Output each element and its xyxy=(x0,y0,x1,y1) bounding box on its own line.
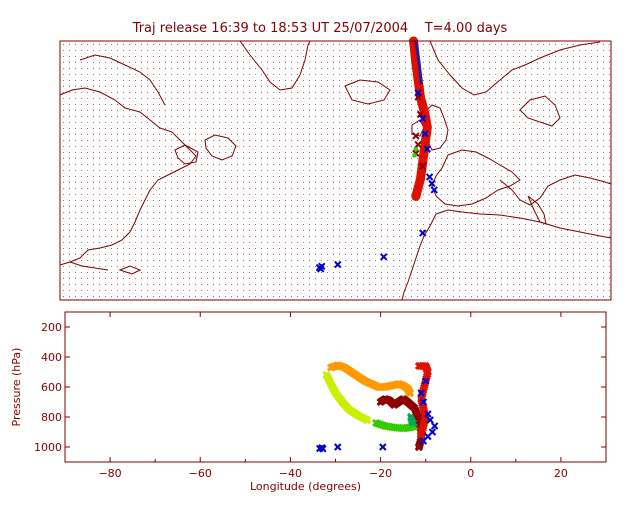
green-marker xyxy=(412,153,417,158)
dark-marker xyxy=(414,140,422,149)
pressure-point xyxy=(424,410,432,418)
x-tick-label: −60 xyxy=(189,467,212,480)
y-tick-label: 800 xyxy=(41,411,62,424)
x-tick-label: −40 xyxy=(279,467,302,480)
pressure-point xyxy=(334,443,342,451)
pressure-series xyxy=(326,361,414,398)
y-tick-label: 400 xyxy=(41,351,62,364)
coastline xyxy=(429,40,601,96)
pressure-point xyxy=(419,398,428,406)
blue-marker xyxy=(421,130,429,138)
x-tick-label: −20 xyxy=(369,467,392,480)
x-tick-label: 0 xyxy=(467,467,474,480)
page-title: Traj release 16:39 to 18:53 UT 25/07/200… xyxy=(132,21,508,36)
coastline xyxy=(435,209,612,239)
dark-marker xyxy=(416,110,425,119)
pressure-point xyxy=(426,416,434,424)
pressure-series xyxy=(316,377,439,453)
pressure-point xyxy=(319,445,327,453)
pressure-point xyxy=(417,389,425,397)
blue-marker xyxy=(414,89,422,97)
coastline xyxy=(401,213,437,301)
pressure-series xyxy=(376,394,426,452)
pressure-series xyxy=(414,361,432,440)
x-tick-label: −80 xyxy=(98,467,121,480)
blue-marker xyxy=(428,179,436,188)
x-axis-label: Longitude (degrees) xyxy=(250,480,361,493)
pressure-point xyxy=(414,442,423,452)
pressure-point xyxy=(428,428,437,436)
pressure-point xyxy=(405,388,414,398)
coastline xyxy=(69,261,109,271)
pressure-point xyxy=(421,377,430,385)
dark-marker xyxy=(419,162,427,170)
blue-marker xyxy=(380,253,388,261)
pressure-point xyxy=(417,430,426,440)
blue-marker xyxy=(423,145,432,153)
blue-marker xyxy=(430,186,438,194)
blue-marker xyxy=(334,260,342,269)
pressure-series xyxy=(407,412,418,428)
coastline xyxy=(204,134,237,161)
pressure-series xyxy=(322,370,372,425)
map-grid xyxy=(63,44,610,297)
green-marker xyxy=(413,146,418,151)
blue-marker xyxy=(317,265,325,273)
pressure-point xyxy=(430,422,439,430)
y-tick-label: 1000 xyxy=(34,441,62,454)
y-tick-label: 200 xyxy=(41,321,62,334)
y-axis-label: Pressure (hPa) xyxy=(10,348,23,427)
coastline xyxy=(79,54,166,106)
coastline xyxy=(118,265,142,275)
blue-marker xyxy=(419,114,427,123)
x-tick-label: 20 xyxy=(554,467,568,480)
blue-marker xyxy=(425,173,434,181)
coastline xyxy=(239,40,311,91)
blue-trajectory-top xyxy=(414,40,423,85)
pressure-series xyxy=(372,418,419,433)
map-frame xyxy=(59,40,612,301)
coastline xyxy=(174,144,199,165)
coastline xyxy=(499,174,612,206)
pressure-point xyxy=(362,415,372,425)
dark-marker xyxy=(412,132,420,140)
coastline xyxy=(59,87,197,266)
blue-marker xyxy=(419,229,427,237)
pressure-point xyxy=(379,443,387,451)
coastline xyxy=(344,79,391,105)
y-tick-label: 600 xyxy=(41,381,62,394)
coastline xyxy=(519,95,561,127)
